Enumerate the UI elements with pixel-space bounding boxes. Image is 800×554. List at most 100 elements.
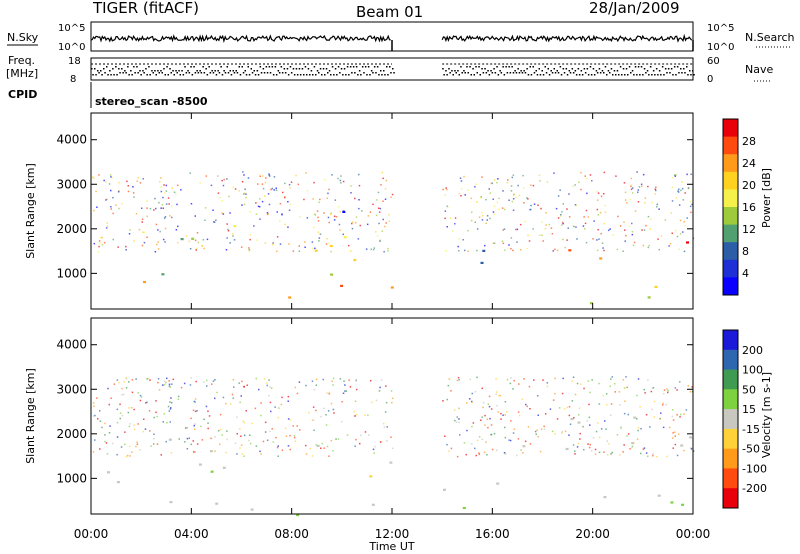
colorbar-frame	[722, 329, 739, 509]
noise-cell	[338, 205, 340, 208]
noise-cell	[99, 242, 101, 245]
nave-label: Nave	[745, 63, 773, 76]
noise-cell	[165, 203, 168, 205]
noise-cell	[672, 419, 675, 421]
noise-cell	[141, 244, 144, 247]
noise-cell	[160, 186, 162, 188]
noise-cell	[628, 225, 631, 227]
noise-cell	[533, 379, 535, 381]
noise-cell	[232, 186, 234, 189]
noise-cell	[269, 430, 271, 433]
nave-dot	[309, 74, 311, 76]
noise-cell	[685, 409, 688, 411]
nave-dot	[666, 72, 668, 74]
noise-cell	[637, 189, 639, 191]
noise-cell	[381, 230, 383, 232]
freq-strip: Freq. [MHz] 18 8 60 0 Nave	[6, 54, 773, 85]
noise-cell	[561, 221, 564, 224]
nave-dot	[675, 74, 677, 76]
noise-cell	[323, 407, 325, 410]
noise-cell	[289, 203, 291, 206]
noise-cell	[207, 410, 209, 412]
noise-cell	[351, 222, 353, 225]
noise-cell	[380, 184, 382, 186]
freq-dot	[148, 66, 150, 68]
noise-cell	[544, 413, 547, 415]
freq-dot	[94, 68, 96, 70]
noise-cell	[657, 238, 659, 240]
freq-dot	[211, 70, 213, 72]
noise-cell	[117, 246, 119, 248]
nave-dot	[278, 72, 281, 74]
freq-dot	[517, 68, 519, 70]
noise-cell	[574, 184, 576, 186]
noise-cell	[447, 206, 449, 209]
freq-dot	[349, 66, 352, 68]
nave-dot	[110, 74, 112, 76]
noise-cell	[486, 418, 488, 420]
noise-cell	[129, 423, 131, 425]
noise-cell	[125, 387, 128, 389]
noise-cell	[287, 226, 289, 228]
noise-cell	[574, 393, 577, 396]
freq-dot	[181, 70, 183, 72]
noise-cell	[660, 412, 662, 414]
noise-cell	[588, 416, 591, 419]
noise-cell	[330, 213, 332, 216]
noise-cell	[268, 394, 270, 397]
freq-dot	[346, 66, 349, 68]
noise-cell	[194, 410, 197, 413]
noise-cell	[92, 176, 94, 178]
freq-dot	[298, 68, 301, 70]
noise-cell	[116, 421, 119, 424]
nave-dot	[236, 72, 239, 74]
noise-cell	[96, 206, 98, 208]
noise-cell	[128, 233, 131, 235]
noise-cell	[576, 382, 579, 385]
noise-cell	[627, 413, 629, 416]
noise-cell	[632, 244, 635, 246]
freq-dot	[91, 68, 93, 70]
noise-cell	[164, 192, 166, 194]
data-cell	[371, 503, 375, 506]
noise-cell	[203, 418, 205, 420]
freq-dot	[652, 70, 655, 72]
noise-cell	[354, 415, 356, 417]
freq-dot	[502, 66, 504, 68]
noise-cell	[248, 247, 250, 249]
noise-cell	[303, 198, 305, 201]
noise-cell	[446, 188, 448, 191]
nave-dot	[336, 74, 338, 76]
noise-cell	[306, 190, 309, 192]
nave-tick-bottom: 0	[707, 74, 713, 85]
noise-cell	[217, 175, 219, 177]
freq-dot	[680, 68, 682, 70]
data-cell	[462, 506, 466, 510]
noise-cell	[606, 404, 608, 406]
noise-cell	[520, 449, 522, 451]
nsky-line	[90, 34, 391, 44]
noise-cell	[139, 449, 141, 451]
noise-cell	[348, 379, 350, 381]
noise-cell	[512, 432, 515, 434]
noise-cell	[386, 426, 388, 428]
noise-cell	[272, 242, 274, 244]
noise-cell	[593, 220, 595, 222]
noise-cell	[616, 434, 619, 436]
freq-dot	[124, 70, 126, 72]
noise-cell	[328, 242, 330, 244]
freq-dot	[562, 68, 565, 70]
noise-cell	[391, 447, 394, 450]
noise-cell	[262, 187, 265, 190]
noise-cell	[328, 455, 330, 457]
noise-cell	[109, 425, 111, 427]
noise-cell	[344, 390, 346, 392]
noise-cell	[257, 205, 260, 208]
noise-cell	[579, 432, 581, 435]
noise-cell	[299, 216, 301, 218]
noise-cell	[120, 446, 123, 448]
colorbar-tick-label: -50	[742, 443, 760, 456]
noise-cell	[539, 234, 541, 236]
noise-cell	[110, 397, 112, 399]
